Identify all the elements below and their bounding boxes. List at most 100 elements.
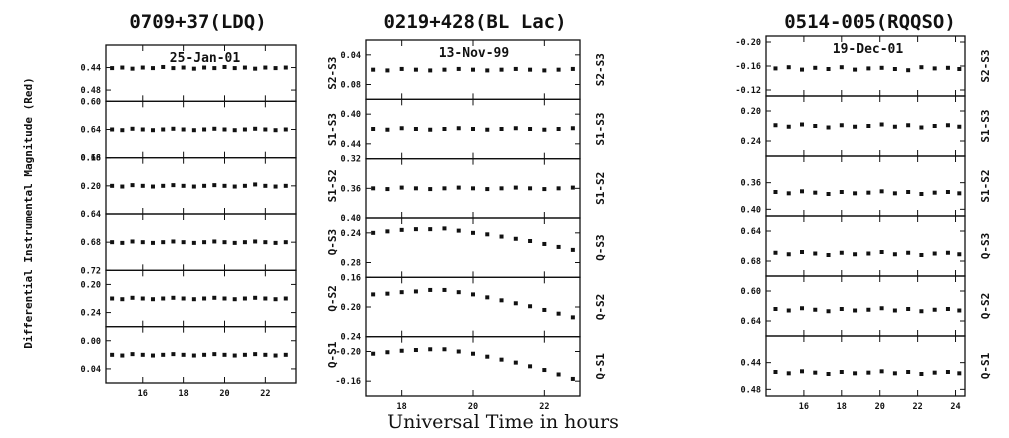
- data-point: [263, 183, 268, 188]
- data-point: [542, 68, 547, 73]
- data-point: [428, 227, 433, 232]
- data-point: [853, 191, 858, 196]
- data-point: [499, 67, 504, 72]
- panel-label: S2-S3: [979, 49, 992, 82]
- data-point: [866, 124, 871, 128]
- y-tick-label: 0.60: [741, 287, 761, 297]
- data-point: [906, 123, 911, 128]
- panel-label: S1-S3: [594, 112, 607, 145]
- data-point: [242, 296, 247, 301]
- data-point: [813, 124, 818, 128]
- data-point: [413, 227, 418, 232]
- panel: 0.24 0.28 Q-S3: [341, 217, 607, 278]
- data-point: [456, 126, 461, 131]
- data-point: [542, 187, 547, 192]
- data-point: [813, 370, 818, 375]
- data-point: [273, 353, 278, 358]
- data-point: [906, 307, 911, 311]
- data-point: [140, 296, 145, 301]
- chart-title: 0514-005(RQQSO): [784, 11, 956, 33]
- data-point: [513, 360, 518, 365]
- y-tick-label: 0.24: [741, 137, 761, 147]
- y-tick-label: 0.44: [741, 359, 761, 369]
- y-tick-label: 0.72: [81, 266, 101, 276]
- data-point: [110, 183, 115, 188]
- data-point: [879, 65, 884, 70]
- data-point: [150, 66, 155, 71]
- y-tick-label: 0.20: [81, 182, 101, 192]
- y-tick-label: 0.64: [741, 317, 761, 327]
- y-tick-label: -0.20: [735, 38, 761, 48]
- data-point: [413, 67, 418, 72]
- data-point: [853, 252, 858, 257]
- data-point: [879, 122, 884, 127]
- data-point: [932, 251, 937, 256]
- panel-label: S1-S2: [326, 169, 339, 202]
- data-point: [800, 369, 805, 374]
- data-point: [471, 127, 475, 131]
- data-point: [232, 297, 237, 302]
- y-tick-label: 0.32: [341, 155, 361, 165]
- chart-column: 0219+428(BL Lac) 0.04 0.08 S2-S3 0.40 0.44 S1-…: [335, 11, 607, 412]
- data-point: [202, 240, 207, 245]
- data-point: [866, 190, 871, 195]
- data-point: [773, 66, 778, 71]
- data-point: [242, 127, 247, 132]
- data-point: [528, 186, 533, 191]
- x-tick-label: 20: [468, 402, 478, 412]
- data-point: [202, 352, 207, 357]
- data-point: [212, 183, 217, 188]
- data-point: [253, 295, 258, 300]
- x-tick-label: 24: [950, 402, 960, 412]
- data-point: [957, 124, 962, 129]
- y-tick-label: 0.40: [341, 214, 361, 224]
- data-point: [283, 65, 288, 70]
- panel-frame: [365, 276, 581, 338]
- data-point: [120, 240, 125, 245]
- y-tick-label: 0.68: [741, 257, 761, 267]
- data-point: [413, 127, 418, 131]
- data-point: [161, 240, 166, 245]
- data-point: [471, 230, 475, 235]
- data-point: [191, 128, 196, 133]
- y-tick-label: 0.68: [81, 154, 101, 164]
- data-point: [945, 190, 950, 194]
- data-point: [879, 250, 884, 254]
- data-point: [442, 226, 447, 231]
- panel-label: Q-S1: [326, 341, 339, 368]
- data-point: [212, 239, 217, 244]
- data-point: [932, 190, 937, 195]
- data-point: [413, 186, 418, 191]
- chart-title: 0709+37(LDQ): [129, 11, 266, 33]
- data-point: [879, 189, 884, 194]
- data-point: [273, 66, 278, 71]
- data-point: [283, 183, 288, 188]
- data-point: [273, 297, 278, 302]
- data-point: [839, 190, 844, 194]
- panel: 0.44 0.48 Q-S1: [741, 335, 992, 397]
- data-point: [110, 66, 115, 71]
- data-point: [932, 66, 937, 71]
- data-point: [570, 376, 575, 381]
- data-point: [222, 64, 227, 69]
- x-tick-label: 18: [837, 402, 847, 412]
- data-point: [253, 239, 258, 244]
- data-point: [171, 183, 176, 188]
- data-point: [786, 124, 791, 129]
- data-point: [485, 232, 490, 237]
- y-tick-label: 0.04: [81, 365, 101, 375]
- data-point: [485, 187, 490, 192]
- data-point: [528, 304, 533, 309]
- data-point: [839, 65, 844, 70]
- data-point: [556, 67, 561, 72]
- data-point: [130, 126, 135, 131]
- y-tick-label: 0.44: [341, 140, 361, 150]
- panel-label: S1-S3: [326, 113, 339, 146]
- data-point: [273, 128, 278, 133]
- data-point: [399, 290, 404, 295]
- data-point: [385, 229, 390, 234]
- y-tick-label: 0.44: [81, 64, 101, 74]
- data-point: [191, 240, 196, 245]
- y-tick-label: -0.12: [735, 86, 761, 96]
- panel-label: Q-S1: [594, 353, 607, 380]
